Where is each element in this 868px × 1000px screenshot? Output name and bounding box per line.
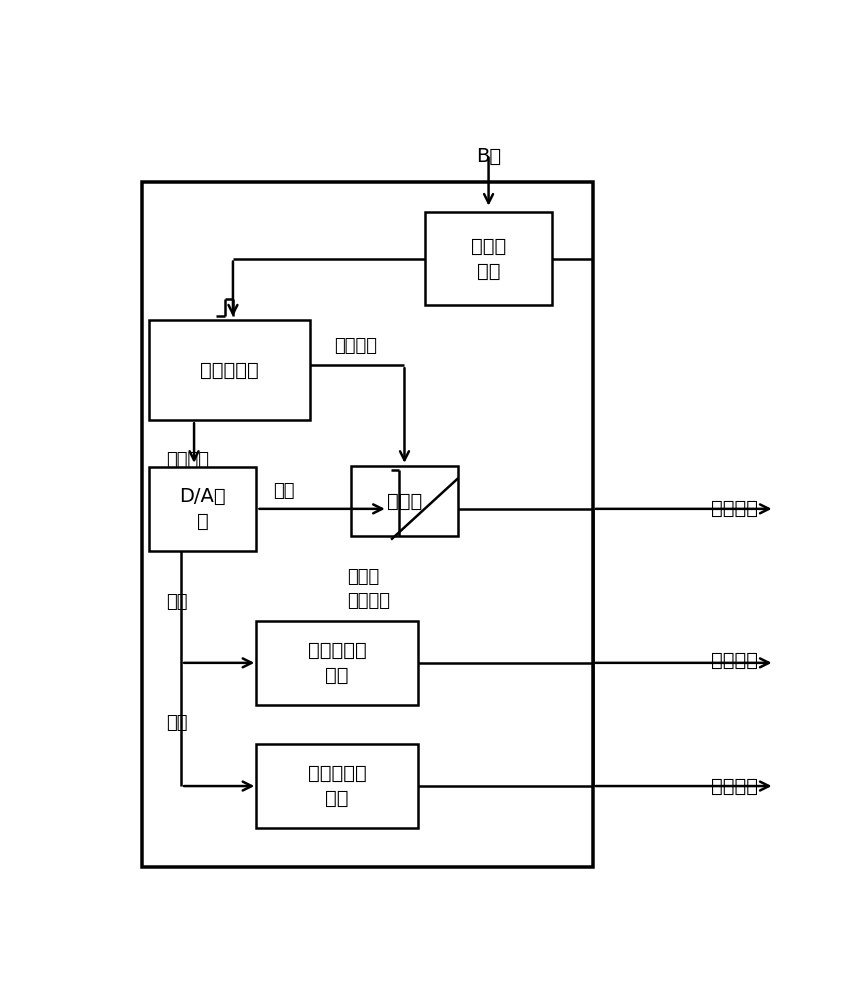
Text: 机端电压: 机端电压: [711, 651, 758, 670]
Bar: [351, 466, 458, 536]
Text: 继电器
触点开关: 继电器 触点开关: [347, 568, 391, 610]
Text: 转换功率放
大器: 转换功率放 大器: [308, 764, 366, 808]
Text: 直流: 直流: [273, 482, 295, 500]
Bar: [149, 466, 257, 551]
Text: 键相脉冲: 键相脉冲: [711, 499, 758, 518]
Text: 处理器模块: 处理器模块: [201, 361, 259, 380]
Text: 交流: 交流: [166, 714, 187, 732]
Text: 解码器
模块: 解码器 模块: [471, 237, 506, 281]
Bar: [142, 182, 593, 867]
Bar: [257, 620, 418, 705]
Text: 控制信号: 控制信号: [166, 451, 208, 469]
Bar: [424, 212, 552, 305]
Text: D/A模
块: D/A模 块: [180, 487, 226, 531]
Text: 交流: 交流: [166, 593, 187, 611]
Bar: [149, 320, 311, 420]
Bar: [257, 744, 418, 828]
Text: 继电器: 继电器: [387, 492, 422, 511]
Text: 机端电流: 机端电流: [711, 777, 758, 796]
Text: 驱动功率放
大器: 驱动功率放 大器: [308, 641, 366, 685]
Text: 控制信号: 控制信号: [334, 337, 377, 355]
Text: B码: B码: [476, 147, 501, 166]
